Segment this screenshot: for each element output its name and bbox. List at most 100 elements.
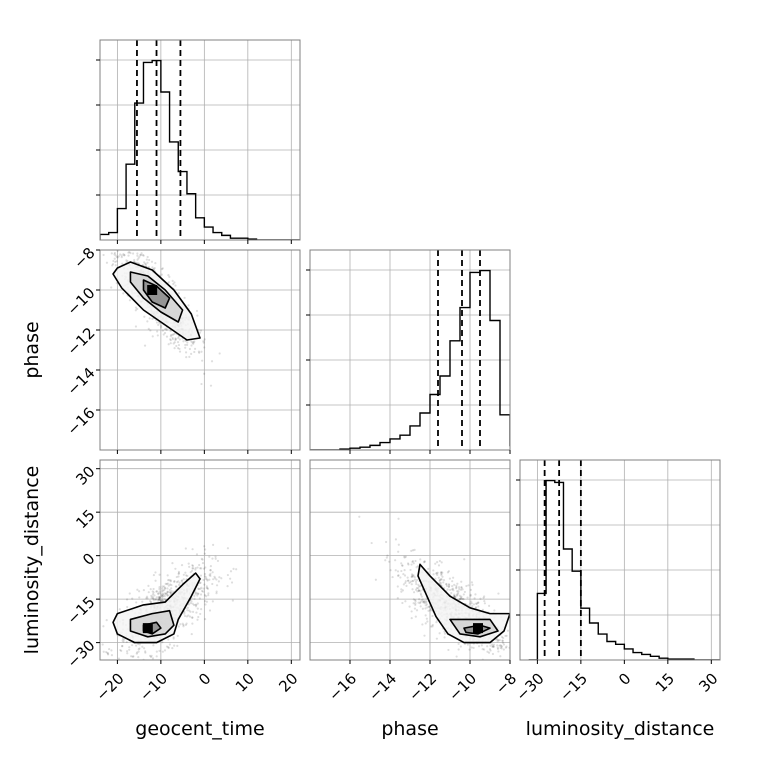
sample-point xyxy=(136,252,139,255)
sample-point xyxy=(427,609,430,612)
sample-point xyxy=(183,610,186,614)
sample-point xyxy=(417,601,420,604)
sample-point xyxy=(456,593,459,596)
sample-point xyxy=(429,609,432,612)
sample-point xyxy=(106,652,110,655)
sample-point xyxy=(423,602,426,605)
sample-point xyxy=(152,597,155,600)
sample-point xyxy=(499,646,502,649)
sample-point xyxy=(457,591,460,594)
sample-point xyxy=(106,653,110,656)
sample-point xyxy=(144,263,148,266)
sample-point xyxy=(456,582,459,585)
sample-point xyxy=(152,599,155,602)
sample-point xyxy=(146,320,149,323)
sample-point xyxy=(191,622,194,625)
sample-point xyxy=(172,333,175,336)
sample-point xyxy=(206,587,209,591)
sample-point xyxy=(155,590,158,593)
sample-point xyxy=(198,331,202,334)
sample-point xyxy=(211,557,214,560)
sample-point xyxy=(431,625,434,628)
sample-point xyxy=(128,646,131,649)
sample-point xyxy=(470,646,473,649)
sample-point xyxy=(160,594,163,597)
sample-point xyxy=(150,654,153,657)
sample-point xyxy=(161,267,164,270)
sample-point xyxy=(159,592,162,595)
sample-point xyxy=(188,615,192,618)
sample-point xyxy=(405,584,408,588)
sample-point xyxy=(166,590,169,593)
sample-point xyxy=(496,644,499,647)
sample-point xyxy=(431,623,434,627)
sample-point xyxy=(194,568,197,571)
sample-point xyxy=(432,573,435,576)
sample-point xyxy=(506,629,510,632)
sample-point xyxy=(461,588,464,591)
panel-content xyxy=(102,250,221,387)
sample-point xyxy=(448,577,451,580)
sample-point xyxy=(110,286,113,289)
sample-point xyxy=(424,604,427,607)
sample-point xyxy=(138,255,141,258)
sample-point xyxy=(502,636,505,640)
sample-point xyxy=(419,558,422,561)
sample-point xyxy=(226,573,230,577)
sample-point xyxy=(174,337,177,340)
sample-point xyxy=(157,592,160,595)
sample-point xyxy=(147,584,150,587)
sample-point xyxy=(492,643,496,646)
sample-point xyxy=(431,614,434,618)
sample-point xyxy=(447,585,451,588)
sample-point xyxy=(153,267,156,270)
sample-point xyxy=(192,603,196,607)
sample-point xyxy=(462,593,465,596)
sample-point xyxy=(157,323,160,326)
sample-point xyxy=(183,612,186,615)
sample-point xyxy=(117,657,121,660)
sample-point xyxy=(184,351,188,354)
sample-point xyxy=(457,586,461,589)
sample-point xyxy=(174,338,178,341)
sample-point xyxy=(458,587,461,591)
sample-point xyxy=(471,583,474,586)
sample-point xyxy=(161,329,164,332)
sample-point xyxy=(177,343,181,347)
sample-point xyxy=(496,638,500,642)
sample-point xyxy=(203,346,206,349)
sample-point xyxy=(149,329,152,332)
sample-point xyxy=(151,590,154,593)
sample-point xyxy=(396,574,400,577)
sample-point xyxy=(452,589,455,592)
sample-point xyxy=(479,597,482,600)
sample-point xyxy=(193,340,196,343)
sample-point xyxy=(166,587,169,590)
sample-point xyxy=(205,595,208,598)
sample-point xyxy=(113,257,116,260)
sample-point xyxy=(489,649,492,652)
sample-point xyxy=(469,588,472,591)
sample-point xyxy=(120,649,123,653)
sample-point xyxy=(216,559,220,563)
sample-point xyxy=(193,347,197,350)
sample-point xyxy=(170,587,173,590)
sample-point xyxy=(105,261,109,264)
sample-point xyxy=(459,645,462,648)
sample-point xyxy=(454,596,457,599)
sample-point xyxy=(191,564,194,567)
sample-point xyxy=(151,593,155,596)
sample-point xyxy=(391,575,394,579)
sample-point xyxy=(446,588,449,591)
sample-point xyxy=(177,583,181,587)
sample-point xyxy=(197,587,200,590)
sample-point xyxy=(152,591,155,594)
sample-point xyxy=(158,596,161,599)
sample-point xyxy=(408,605,411,608)
panel-content xyxy=(528,460,720,660)
sample-point xyxy=(456,590,459,593)
sample-point xyxy=(186,343,189,346)
sample-point xyxy=(142,254,145,257)
sample-point xyxy=(397,550,400,553)
sample-point xyxy=(123,254,126,257)
